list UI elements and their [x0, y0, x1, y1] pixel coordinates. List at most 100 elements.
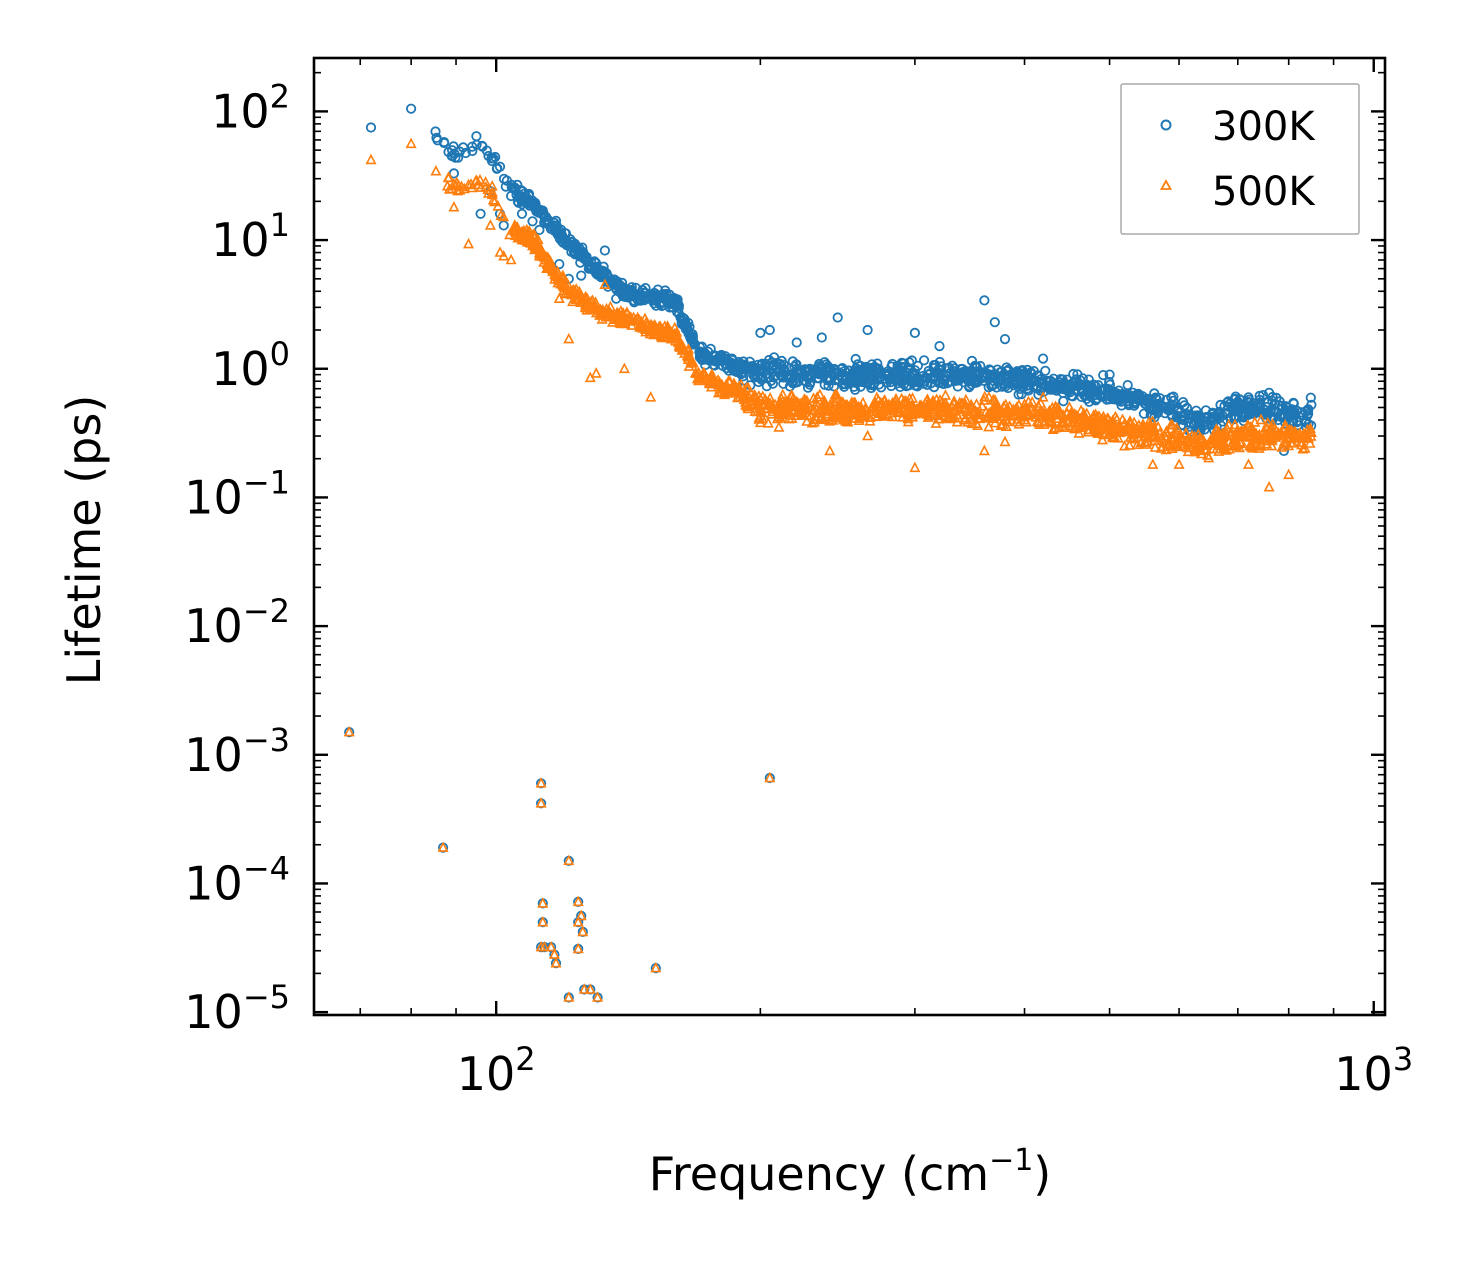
legend: 300K 500K [1120, 83, 1360, 235]
point-500k [1131, 438, 1143, 450]
x-tick-label-exponent: 3 [1393, 1040, 1413, 1078]
point-500k [1189, 443, 1201, 454]
point-500k [531, 238, 543, 250]
point-500k [984, 407, 996, 419]
point-300k [432, 135, 443, 146]
point-500k [642, 318, 654, 330]
point-500k [563, 332, 575, 344]
point-500k [553, 292, 565, 304]
point-300k [676, 318, 687, 329]
point-300k [530, 198, 541, 209]
point-300k [1038, 353, 1049, 364]
point-500k [1191, 444, 1203, 455]
point-300k [598, 261, 609, 272]
point-500k [1013, 418, 1025, 429]
y-tick-label-exponent: 2 [270, 77, 290, 115]
point-300k [1034, 376, 1045, 388]
point-300k [554, 258, 565, 270]
point-500k [924, 409, 936, 421]
point-500k [1207, 442, 1219, 454]
point-500k [1000, 420, 1013, 432]
point-500k [749, 389, 761, 401]
point-500k [754, 416, 766, 428]
point-500k [1009, 409, 1021, 421]
point-300k [930, 359, 941, 371]
point-300k [960, 372, 972, 383]
point-500k [605, 308, 617, 319]
point-500k [1297, 442, 1309, 454]
x-tick-label-base: 10 [457, 1047, 516, 1101]
point-500k [773, 421, 785, 432]
point-500k [906, 411, 919, 422]
y-tick-label-exponent: −1 [243, 463, 290, 501]
point-500k [1011, 401, 1023, 413]
point-500k [897, 398, 909, 409]
x-tick-label-base: 10 [1334, 1047, 1393, 1101]
point-500k [906, 392, 919, 403]
point-500k [712, 386, 725, 398]
point-500k [1149, 441, 1161, 452]
point-300k [713, 354, 724, 365]
point-500k [851, 406, 863, 417]
point-500k [650, 961, 662, 973]
point-500k [689, 366, 701, 378]
legend-label-500k: 500K [1212, 169, 1316, 215]
point-500k [801, 404, 813, 415]
point-300k [1143, 394, 1154, 405]
point-500k [545, 940, 557, 952]
point-500k [632, 311, 644, 323]
point-500k [405, 137, 417, 149]
point-300k [405, 103, 417, 114]
point-500k [901, 403, 913, 414]
point-300k [1300, 417, 1311, 428]
point-300k [516, 208, 528, 219]
point-500k [830, 388, 843, 399]
point-500k [1168, 432, 1180, 443]
point-500k [1034, 406, 1046, 417]
point-300k [640, 288, 651, 299]
point-300k [1104, 390, 1115, 401]
point-500k [1283, 439, 1295, 451]
point-500k [731, 391, 744, 403]
point-500k [1301, 429, 1313, 441]
point-300k [1168, 391, 1179, 402]
point-300k [793, 369, 804, 380]
point-300k [970, 361, 981, 372]
y-tick-label-exponent: −4 [243, 849, 290, 887]
point-300k [975, 373, 986, 384]
point-500k [841, 407, 853, 418]
point-500k [1103, 427, 1115, 439]
y-tick-label: 10−5 [184, 978, 290, 1039]
point-500k [1266, 434, 1278, 446]
point-500k [1289, 426, 1301, 437]
point-500k [482, 183, 494, 195]
point-300k [670, 293, 681, 304]
point-300k [687, 334, 698, 345]
point-300k [912, 360, 924, 371]
point-500k [801, 415, 813, 426]
point-500k [1198, 437, 1210, 448]
point-500k [1137, 421, 1149, 433]
point-300k [637, 284, 648, 296]
point-300k [852, 371, 863, 382]
point-500k [564, 287, 576, 299]
point-300k [725, 357, 737, 368]
point-500k [1068, 421, 1080, 433]
point-300k [624, 291, 635, 302]
point-500k [973, 408, 985, 420]
point-300k [776, 355, 787, 366]
point-500k [1249, 432, 1261, 444]
point-300k [1254, 400, 1265, 411]
point-500k [1055, 407, 1067, 418]
point-500k [675, 340, 687, 352]
point-500k [1247, 422, 1259, 434]
point-500k [1051, 412, 1063, 423]
point-300k [599, 245, 611, 256]
point-500k [791, 395, 803, 407]
point-500k [798, 396, 810, 407]
point-500k [1047, 423, 1059, 435]
y-tick-label-base: 10 [211, 342, 270, 396]
point-500k [995, 419, 1007, 431]
legend-marker-300k [1160, 119, 1172, 131]
point-500k [475, 181, 487, 192]
